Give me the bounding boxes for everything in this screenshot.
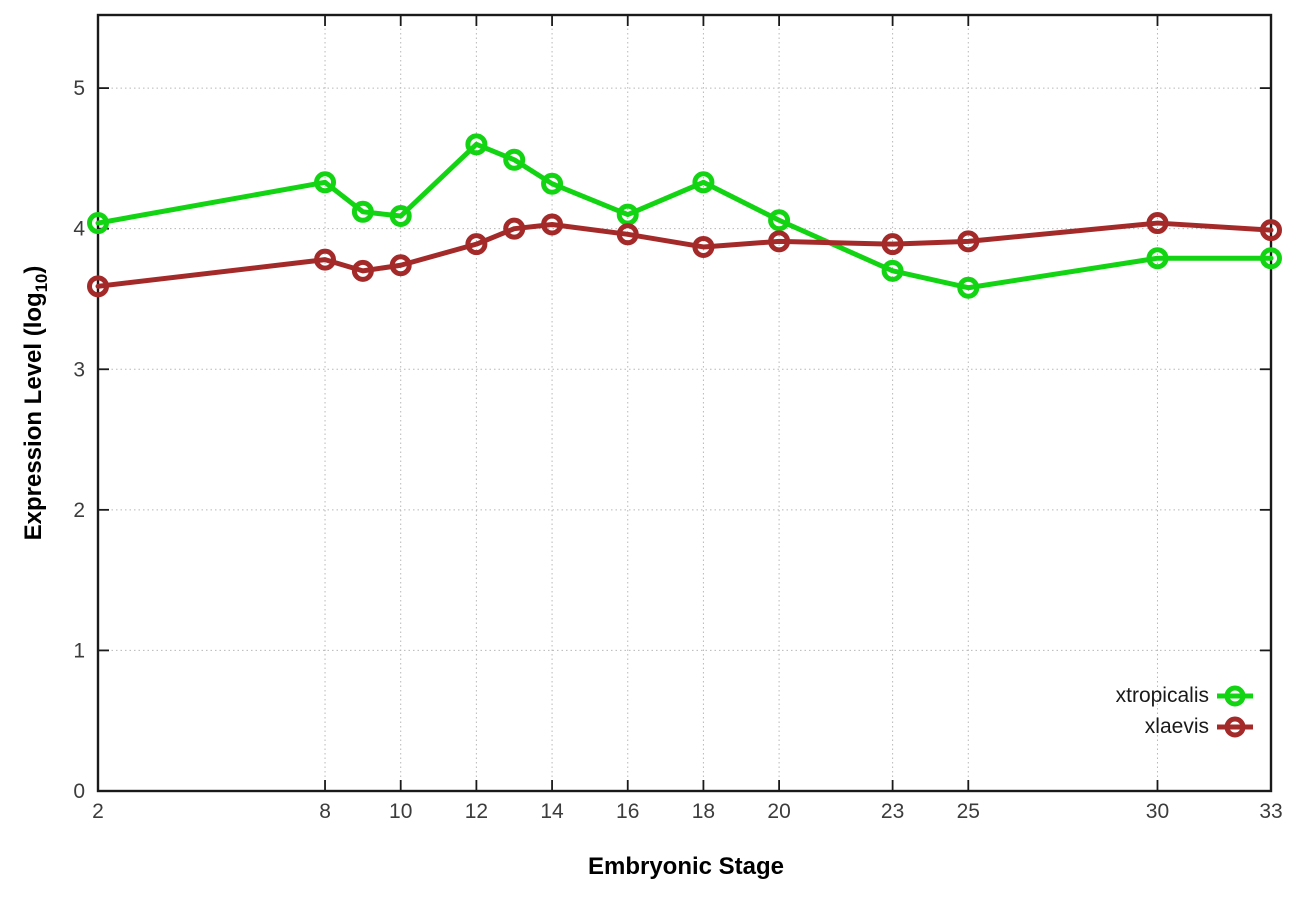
x-tick-label: 33 [1259,800,1282,823]
legend-label-xlaevis: xlaevis [1144,715,1209,738]
data-point-xtropicalis-stage-20 [768,209,791,232]
data-point-xtropicalis-stage-8 [314,171,337,194]
data-point-xlaevis-stage-13 [503,217,526,240]
x-tick-label: 25 [957,800,980,823]
series-line-xlaevis [95,220,1274,289]
data-point-xlaevis-stage-14 [541,213,564,236]
x-tick-label: 12 [465,800,488,823]
y-tick-label: 3 [73,358,85,381]
x-tick-label: 20 [767,800,790,823]
data-point-xtropicalis-stage-10 [389,205,412,228]
legend: xtropicalis xlaevis [1116,684,1254,739]
data-point-xtropicalis-stage-13 [503,148,526,171]
data-point-xlaevis-stage-12 [465,233,488,256]
data-point-xtropicalis-stage-14 [541,172,564,195]
x-tick-label: 30 [1146,800,1169,823]
y-axis-title: Expression Level (log10) [20,265,51,541]
data-point-xlaevis-stage-23 [881,233,904,256]
line-open-circle-marker-icon [1217,716,1253,738]
x-tick-label: 18 [692,800,715,823]
data-point-xtropicalis-stage-18 [692,171,715,194]
data-point-xtropicalis-stage-33 [1260,247,1282,270]
y-axis-title-subscript: 10 [31,273,51,293]
legend-item-xlaevis: xlaevis [1145,715,1254,739]
x-tick-label: 16 [616,800,639,823]
y-tick-label: 2 [73,499,85,522]
x-axis-title: Embryonic Stage [587,853,785,880]
data-point-xlaevis-stage-20 [768,230,791,253]
data-point-xtropicalis-stage-16 [616,203,639,226]
x-tick-label: 14 [540,800,564,823]
data-point-xlaevis-stage-25 [957,230,980,253]
data-point-xlaevis-stage-33 [1260,219,1282,242]
data-point-xlaevis-stage-16 [616,223,639,246]
legend-label-xtropicalis: xtropicalis [1115,684,1209,707]
x-tick-label: 2 [92,800,104,823]
data-point-xlaevis-stage-9 [351,259,374,282]
data-point-xlaevis-stage-10 [389,254,412,277]
y-tick-label: 5 [73,77,85,100]
legend-item-xtropicalis: xtropicalis [1116,684,1254,708]
y-tick-label: 0 [73,780,85,803]
data-point-xtropicalis-stage-25 [957,276,980,299]
data-point-xlaevis-stage-18 [692,235,715,258]
data-point-xtropicalis-stage-9 [351,200,374,223]
y-axis-title-close: ) [20,265,47,274]
x-tick-label: 8 [319,800,331,823]
y-tick-label: 4 [73,218,85,241]
data-point-xtropicalis-stage-30 [1146,247,1169,270]
data-point-xlaevis-stage-30 [1146,212,1169,235]
line-open-circle-marker-icon [1217,685,1253,707]
data-point-xlaevis-stage-2 [87,275,109,298]
x-tick-label: 10 [389,800,412,823]
data-point-xtropicalis-stage-2 [87,212,109,235]
y-axis-title-main: Expression Level (log [20,292,47,541]
data-point-xtropicalis-stage-12 [465,133,488,156]
plot-border [96,13,1273,793]
y-tick-label: 1 [73,639,85,662]
data-point-xtropicalis-stage-23 [881,259,904,282]
data-point-xlaevis-stage-8 [314,248,337,271]
x-tick-label: 23 [881,800,904,823]
